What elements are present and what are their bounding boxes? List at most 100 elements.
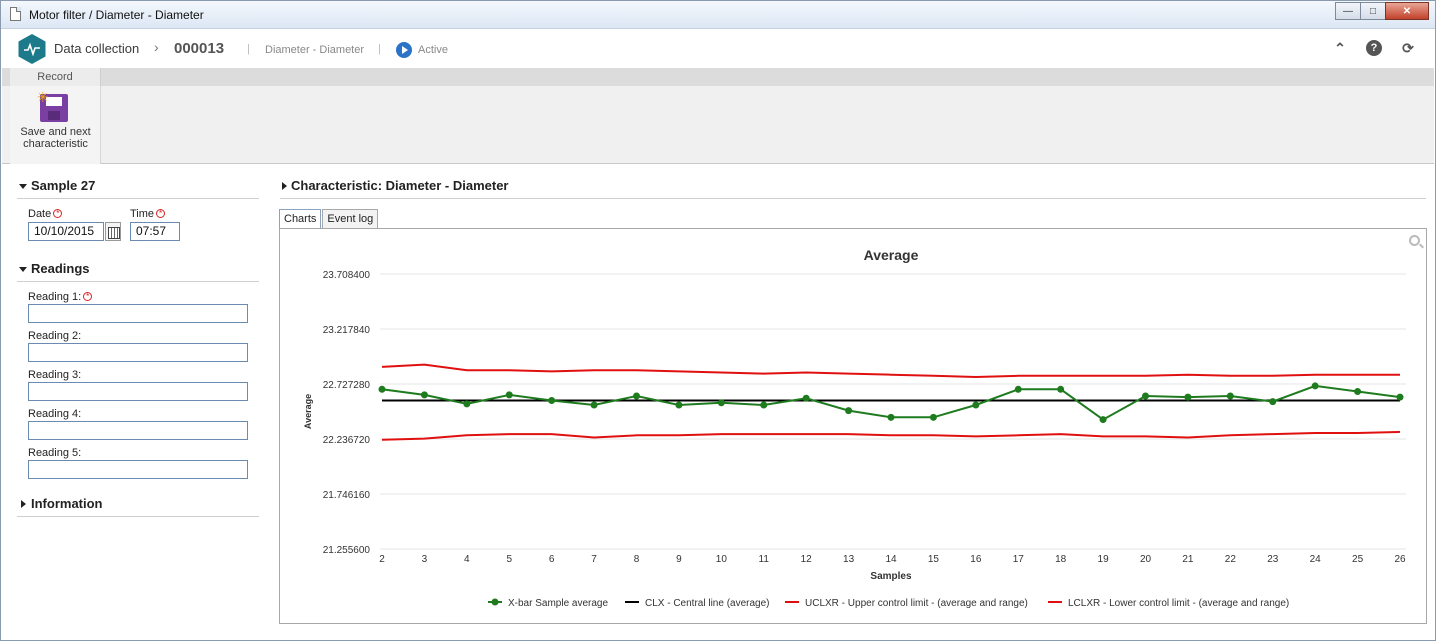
- record-id: 000013: [174, 40, 225, 57]
- x-tick-label: 11: [759, 554, 770, 565]
- x-tick-label: 10: [716, 554, 728, 565]
- time-field[interactable]: 07:57: [130, 222, 180, 241]
- x-tick-label: 16: [970, 554, 982, 565]
- data-point: [548, 397, 556, 405]
- reading-label: Reading 4:: [28, 408, 82, 420]
- collapse-caret-icon: [19, 267, 27, 272]
- series-line-2: [381, 363, 1400, 379]
- record-subtitle: Diameter - Diameter: [265, 44, 365, 56]
- reading-label: Reading 5:: [28, 447, 82, 459]
- new-star-icon: ✳: [37, 89, 49, 105]
- save-and-next-button[interactable]: ✳ Save and next characteristic: [10, 89, 101, 158]
- readings-section-header[interactable]: Readings: [17, 256, 259, 282]
- x-tick-label: 9: [676, 554, 682, 565]
- data-point: [590, 401, 598, 409]
- save-and-next-label: Save and next characteristic: [10, 126, 101, 150]
- collapse-up-icon[interactable]: ⌃: [1334, 39, 1346, 56]
- status-label: Active: [418, 44, 448, 56]
- x-tick-label: 15: [928, 554, 940, 565]
- x-tick-label: 13: [843, 554, 855, 565]
- data-point: [1396, 393, 1404, 401]
- sample-section-header[interactable]: Sample 27: [17, 173, 259, 199]
- x-tick-label: 20: [1140, 554, 1152, 565]
- x-tick-label: 8: [634, 554, 640, 565]
- x-tick-label: 22: [1225, 554, 1237, 565]
- date-label: Date *: [28, 208, 63, 220]
- window-titlebar[interactable]: Motor filter / Diameter - Diameter — □ ✕: [1, 1, 1435, 29]
- series-line-3: [381, 430, 1401, 441]
- header-separator: |: [378, 43, 381, 55]
- y-tick-label: 21.255600: [323, 545, 371, 556]
- y-tick-label: 21.746160: [323, 490, 371, 501]
- reading-label-text: Reading 1:: [28, 291, 82, 303]
- data-point: [463, 400, 471, 408]
- save-label-line1: Save and next: [20, 126, 91, 138]
- close-button[interactable]: ✕: [1385, 2, 1429, 20]
- data-point: [1226, 392, 1234, 400]
- data-point: [929, 413, 937, 421]
- x-axis-label: Samples: [870, 571, 912, 582]
- reading-5-input[interactable]: [28, 460, 248, 479]
- date-field[interactable]: 10/10/2015: [28, 222, 104, 241]
- tab-event-log[interactable]: Event log: [322, 209, 379, 229]
- zoom-icon[interactable]: [1409, 235, 1420, 246]
- x-tick-label: 3: [422, 554, 428, 565]
- reading-label: Reading 2:: [28, 330, 82, 342]
- data-point: [675, 401, 683, 409]
- window-controls: — □ ✕: [1335, 2, 1429, 21]
- y-tick-label: 22.236720: [323, 435, 371, 446]
- reading-2-input[interactable]: [28, 343, 248, 362]
- x-tick-label: 18: [1055, 554, 1067, 565]
- ribbon-tab-record[interactable]: Record: [10, 68, 101, 86]
- data-point: [1354, 388, 1362, 396]
- data-point: [760, 401, 768, 409]
- characteristic-title: Characteristic: Diameter - Diameter: [291, 178, 509, 193]
- reading-label: Reading 3:: [28, 369, 82, 381]
- data-point: [972, 401, 980, 409]
- time-label-text: Time: [130, 208, 155, 220]
- ribbon-group-record: ✳ Save and next characteristic: [10, 86, 101, 164]
- x-tick-label: 6: [549, 554, 555, 565]
- x-tick-label: 2: [379, 554, 385, 565]
- breadcrumb-module[interactable]: Data collection: [54, 41, 140, 56]
- characteristic-section-header[interactable]: Characteristic: Diameter - Diameter: [280, 173, 1426, 199]
- ribbon: Record ✳ Save and next characteristic: [2, 68, 1434, 164]
- x-tick-label: 5: [506, 554, 512, 565]
- maximize-button[interactable]: □: [1360, 2, 1386, 20]
- header-actions: ⌃ ? ⟳: [1332, 40, 1416, 56]
- data-point: [1099, 416, 1107, 424]
- required-icon: *: [156, 209, 166, 218]
- window-title: Motor filter / Diameter - Diameter: [29, 8, 204, 22]
- save-floppy-icon: [40, 94, 68, 122]
- refresh-icon[interactable]: ⟳: [1402, 39, 1414, 56]
- help-icon[interactable]: ?: [1366, 40, 1382, 56]
- y-tick-label: 23.217840: [323, 325, 371, 336]
- data-point: [845, 407, 853, 415]
- information-section-header[interactable]: Information: [17, 491, 259, 517]
- save-label-line2: characteristic: [23, 138, 88, 150]
- x-tick-label: 26: [1394, 554, 1406, 565]
- reading-3-input[interactable]: [28, 382, 248, 401]
- reading-4-input[interactable]: [28, 421, 248, 440]
- data-point: [1142, 392, 1149, 400]
- calendar-icon[interactable]: [105, 222, 121, 241]
- required-icon: *: [53, 209, 63, 218]
- data-point: [1311, 382, 1319, 390]
- x-tick-label: 4: [464, 554, 470, 565]
- x-tick-label: 12: [801, 554, 813, 565]
- document-icon: [10, 7, 21, 21]
- data-point: [505, 391, 513, 399]
- information-title: Information: [31, 496, 103, 511]
- data-point: [717, 399, 725, 407]
- minimize-button[interactable]: —: [1335, 2, 1361, 20]
- data-collection-logo-icon: [18, 34, 46, 64]
- reading-1-input[interactable]: [28, 304, 248, 323]
- header-separator: |: [247, 43, 250, 55]
- average-chart: Average 23.708400 23.217840 22.727280 22.236…: [303, 247, 1406, 609]
- tab-charts[interactable]: Charts: [279, 209, 322, 230]
- date-label-text: Date: [28, 208, 52, 220]
- sample-title: Sample 27: [31, 178, 96, 193]
- data-point: [378, 385, 386, 393]
- legend-marker: [491, 598, 499, 606]
- legend-label: LCLXR - Lower control limit - (average a…: [1068, 598, 1289, 609]
